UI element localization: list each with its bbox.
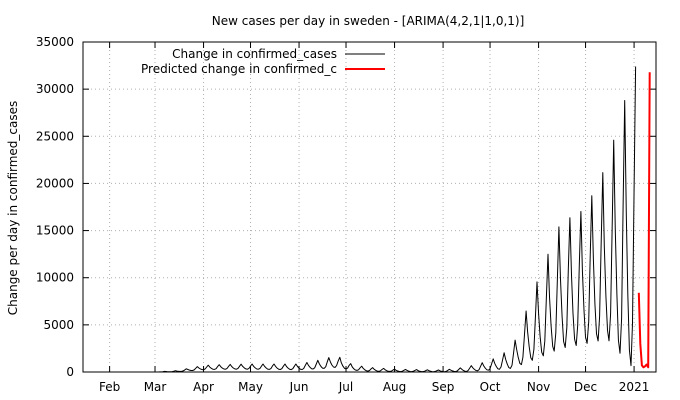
y-tick-label: 0	[66, 365, 74, 379]
x-tick-label: Jun	[289, 380, 309, 394]
x-tick-label: Mar	[144, 380, 167, 394]
series-layer	[109, 66, 651, 373]
x-tick-label: Nov	[527, 380, 550, 394]
x-tick-label: 2021	[619, 380, 650, 394]
y-tick-label: 15000	[36, 224, 74, 238]
y-tick-label: 20000	[36, 176, 74, 190]
x-tick-label: May	[238, 380, 263, 394]
x-tick-label: Oct	[480, 380, 501, 394]
x-tick-label: Sep	[432, 380, 455, 394]
plot-frame	[82, 41, 657, 373]
y-tick-label: 30000	[36, 82, 74, 96]
legend: Change in confirmed_cases Predicted chan…	[141, 47, 385, 76]
y-tick-label: 5000	[43, 318, 74, 332]
legend-label-actual: Change in confirmed_cases	[172, 47, 337, 61]
y-tick-label: 35000	[36, 35, 74, 49]
legend-label-predicted: Predicted change in confirmed_c	[141, 62, 337, 76]
series-line-predicted	[637, 72, 651, 369]
x-tick-label: Feb	[99, 380, 120, 394]
grid	[83, 42, 656, 372]
y-tick-label: 10000	[36, 271, 74, 285]
chart-title: New cases per day in sweden - [ARIMA(4,2…	[212, 14, 525, 28]
y-axis-ticks: 0 5000 10000 15000 20000 25000 30000 35000	[36, 35, 656, 379]
y-tick-label: 25000	[36, 129, 74, 143]
x-tick-label: Aug	[383, 380, 406, 394]
series-line-actual	[109, 66, 637, 373]
x-tick-label: Dec	[574, 380, 597, 394]
x-axis-ticks: Feb Mar Apr May Jun Jul Aug Sep Oct Nov Dec 2021	[99, 42, 649, 394]
y-axis-label: Change per day in confirmed_cases	[6, 101, 20, 316]
x-tick-label: Jul	[338, 380, 353, 394]
x-tick-label: Apr	[193, 380, 214, 394]
